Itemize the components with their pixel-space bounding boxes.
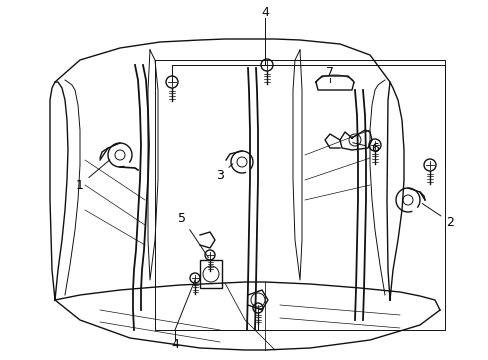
Text: 7: 7 (325, 66, 333, 78)
Text: 3: 3 (216, 164, 232, 181)
Text: 6: 6 (352, 141, 378, 154)
Text: 4: 4 (261, 5, 268, 18)
Polygon shape (315, 76, 353, 90)
Text: 1: 1 (76, 160, 110, 192)
Text: 4: 4 (171, 338, 179, 351)
Text: 2: 2 (422, 203, 453, 229)
Text: 5: 5 (178, 212, 208, 258)
